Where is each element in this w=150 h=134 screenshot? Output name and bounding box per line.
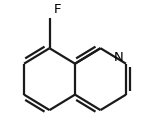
- Text: N: N: [114, 51, 124, 64]
- Text: F: F: [53, 3, 61, 16]
